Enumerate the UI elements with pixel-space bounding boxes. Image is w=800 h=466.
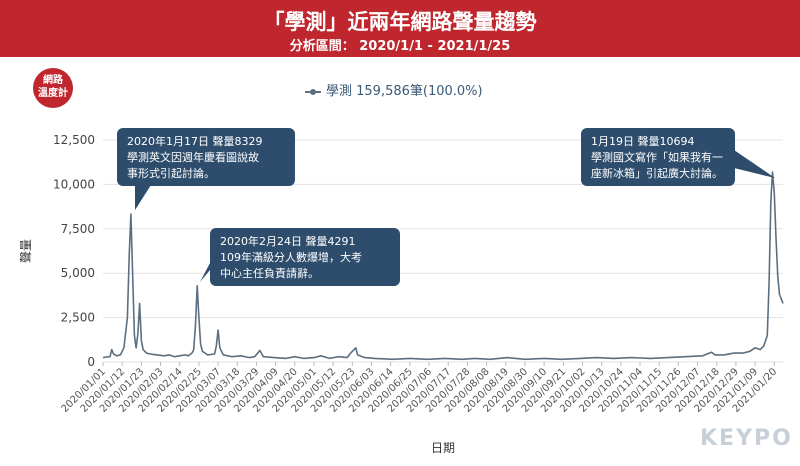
chart-subtitle: 分析區間： 2020/1/1 - 2021/1/25 bbox=[289, 39, 511, 54]
callout-pointer bbox=[734, 150, 775, 178]
callout-box bbox=[581, 128, 735, 186]
y-tick-label: 10,000 bbox=[53, 177, 95, 191]
y-axis-title: 聲量 bbox=[18, 239, 33, 263]
legend-label: 學測 159,586筆(100.0%) bbox=[326, 84, 483, 99]
callout-text-line: 109年滿級分人數爆增，大考 bbox=[220, 250, 362, 264]
chart-title: 「學測」近兩年網路聲量趨勢 bbox=[263, 10, 537, 34]
callout-text-line: 學測國文寫作「如果我有一 bbox=[591, 150, 723, 164]
y-tick-label: 0 bbox=[87, 355, 95, 369]
series-line bbox=[102, 171, 784, 361]
callout-text-line: 事形式引起討論。 bbox=[127, 166, 215, 180]
callout-text-line: 座新冰箱」引起廣大討論。 bbox=[591, 166, 723, 180]
callout-text-line: 2020年2月24日 聲量4291 bbox=[220, 234, 355, 248]
title-banner: 「學測」近兩年網路聲量趨勢 分析區間： 2020/1/1 - 2021/1/25 bbox=[0, 0, 800, 57]
callout-pointer bbox=[135, 185, 151, 210]
y-tick-label: 2,500 bbox=[61, 311, 95, 325]
legend[interactable]: 學測 159,586筆(100.0%) bbox=[305, 80, 483, 99]
callout-box bbox=[117, 128, 295, 186]
thermometer-logo: 網路 溫度計 bbox=[33, 68, 73, 108]
keypo-watermark: KEYPO bbox=[700, 426, 793, 451]
callout-text-line: 1月19日 聲量10694 bbox=[591, 134, 695, 148]
y-tick-label: 7,500 bbox=[61, 222, 95, 236]
logo-line-2: 溫度計 bbox=[38, 88, 68, 99]
callout-text-line: 中心主任負責請辭。 bbox=[220, 266, 319, 280]
callout-text-line: 2020年1月17日 聲量8329 bbox=[127, 134, 262, 148]
y-tick-label: 5,000 bbox=[61, 266, 95, 280]
callout-text-line: 學測英文因週年慶看圖說故 bbox=[127, 150, 259, 164]
logo-line-1: 網路 bbox=[43, 75, 63, 86]
legend-line-marker-icon bbox=[305, 88, 321, 95]
callout-box bbox=[210, 228, 400, 286]
x-axis-title: 日期 bbox=[431, 441, 455, 455]
y-tick-label: 12,500 bbox=[53, 133, 95, 147]
